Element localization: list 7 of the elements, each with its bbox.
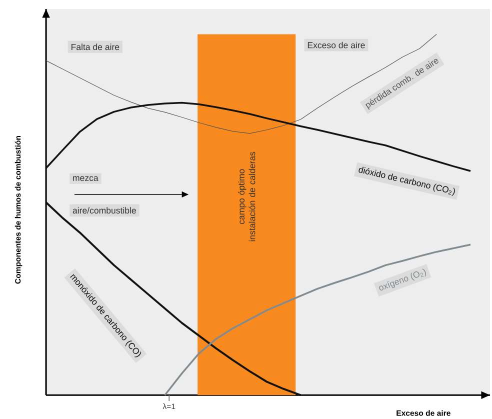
annotation: aire/combustible — [72, 207, 136, 214]
annotation: Exceso de aire — [308, 42, 365, 48]
annotation: Falta de aire — [72, 44, 120, 50]
text: oxígeno (O$_{2}$) — [379, 268, 426, 291]
annotation: mezca — [73, 176, 98, 182]
annotation: campo óptimo instalación de calderas — [238, 152, 256, 242]
text: dióxido de carbono (CO$_{2}$) — [358, 167, 455, 196]
